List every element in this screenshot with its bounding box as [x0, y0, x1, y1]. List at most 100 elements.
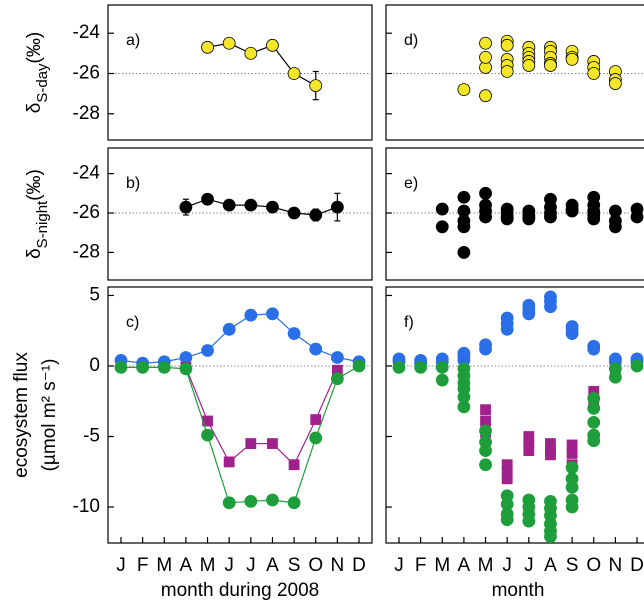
x-tick-label: J: [116, 555, 126, 576]
plot-frame: [385, 4, 644, 141]
series-line: [207, 42, 317, 87]
data-point: [179, 200, 193, 214]
data-point: [435, 373, 449, 387]
y-axis-label: ecosystem flux: [11, 352, 32, 478]
data-point: [587, 434, 601, 448]
panel-label: d): [404, 32, 418, 49]
data-point: [565, 204, 579, 218]
data-point: [630, 210, 644, 224]
x-tick-label: M: [434, 555, 450, 576]
x-tick-label: A: [458, 555, 471, 576]
data-point: [565, 320, 579, 333]
data-point: [392, 360, 406, 374]
panel-label: a): [126, 32, 140, 49]
data-point: [545, 449, 556, 461]
data-point: [287, 496, 301, 510]
series-line: [185, 367, 338, 466]
data-point: [435, 360, 449, 374]
x-tick-label: D: [630, 555, 644, 576]
data-point: [309, 342, 323, 356]
data-point: [201, 192, 214, 206]
data-point: [479, 36, 492, 50]
data-point: [201, 344, 214, 357]
series-line: [120, 313, 360, 364]
data-point: [179, 351, 193, 364]
data-point: [565, 500, 579, 514]
data-point: [457, 346, 471, 360]
x-tick-label: A: [180, 555, 193, 576]
x-tick-label: O: [586, 555, 601, 576]
y-axis-label: δS-night(‰): [24, 169, 51, 259]
y-tick-label: -26: [73, 63, 100, 84]
data-point: [244, 308, 258, 322]
data-point: [266, 200, 279, 214]
y-label-subscript: S-day: [34, 63, 51, 103]
data-point: [500, 65, 514, 78]
x-tick-label: O: [308, 555, 323, 576]
data-point: [266, 493, 279, 507]
data-point: [435, 202, 449, 216]
data-point: [587, 416, 601, 429]
x-tick-label: F: [415, 555, 427, 576]
data-point: [565, 461, 579, 474]
plot-frame: [385, 147, 644, 281]
data-point: [565, 480, 579, 494]
data-point: [587, 339, 601, 353]
data-point: [566, 448, 578, 459]
data-point: [479, 338, 492, 352]
data-point: [157, 360, 171, 374]
data-point: [201, 40, 214, 54]
data-point: [287, 327, 301, 340]
data-point: [222, 496, 236, 510]
y-tick-label: 5: [89, 284, 100, 305]
data-point: [457, 220, 471, 234]
y-tick-label: -24: [73, 163, 101, 184]
plot-frame: [385, 286, 644, 544]
data-point: [267, 438, 278, 449]
data-point: [222, 36, 236, 50]
data-point: [288, 459, 300, 471]
data-point: [479, 186, 492, 200]
data-point: [114, 360, 128, 374]
data-point: [222, 322, 236, 336]
data-point: [480, 404, 491, 416]
data-point: [223, 456, 235, 468]
data-point: [500, 212, 514, 226]
data-point: [309, 208, 323, 222]
data-point: [523, 445, 535, 457]
x-tick-label: A: [544, 555, 557, 576]
y-label-symbol: δ: [24, 103, 45, 114]
data-point: [544, 290, 557, 304]
x-axis-label: month: [492, 580, 545, 601]
y-tick-label: -5: [83, 426, 100, 447]
data-point: [330, 372, 344, 386]
data-point: [136, 360, 150, 374]
data-point: [544, 530, 557, 544]
data-point: [522, 59, 536, 72]
data-point: [587, 401, 601, 415]
x-tick-label: J: [524, 555, 534, 576]
y-tick-label: 0: [89, 355, 100, 376]
data-point: [479, 210, 492, 224]
data-point: [457, 83, 471, 97]
x-tick-label: J: [224, 555, 234, 576]
x-tick-label: D: [352, 555, 366, 576]
panel-label: e): [404, 175, 418, 192]
x-tick-label: M: [478, 555, 494, 576]
data-point: [435, 220, 449, 234]
data-point: [244, 46, 258, 60]
x-tick-label: A: [266, 555, 279, 576]
data-point: [608, 220, 622, 234]
data-point: [500, 513, 514, 527]
data-point: [309, 79, 323, 92]
panel-label: c): [126, 314, 139, 331]
x-tick-label: J: [502, 555, 512, 576]
data-point: [630, 359, 644, 373]
data-point: [330, 351, 344, 364]
data-point: [479, 50, 492, 64]
data-point: [522, 514, 536, 528]
data-point: [266, 38, 279, 52]
data-point: [479, 89, 492, 103]
series-line: [120, 365, 360, 504]
